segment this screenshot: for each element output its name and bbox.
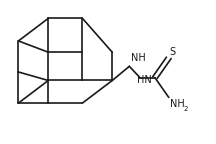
- Text: 2: 2: [183, 106, 188, 112]
- Text: HN: HN: [137, 75, 152, 86]
- Text: NH: NH: [170, 99, 185, 109]
- Text: NH: NH: [131, 53, 146, 63]
- Text: S: S: [170, 47, 176, 57]
